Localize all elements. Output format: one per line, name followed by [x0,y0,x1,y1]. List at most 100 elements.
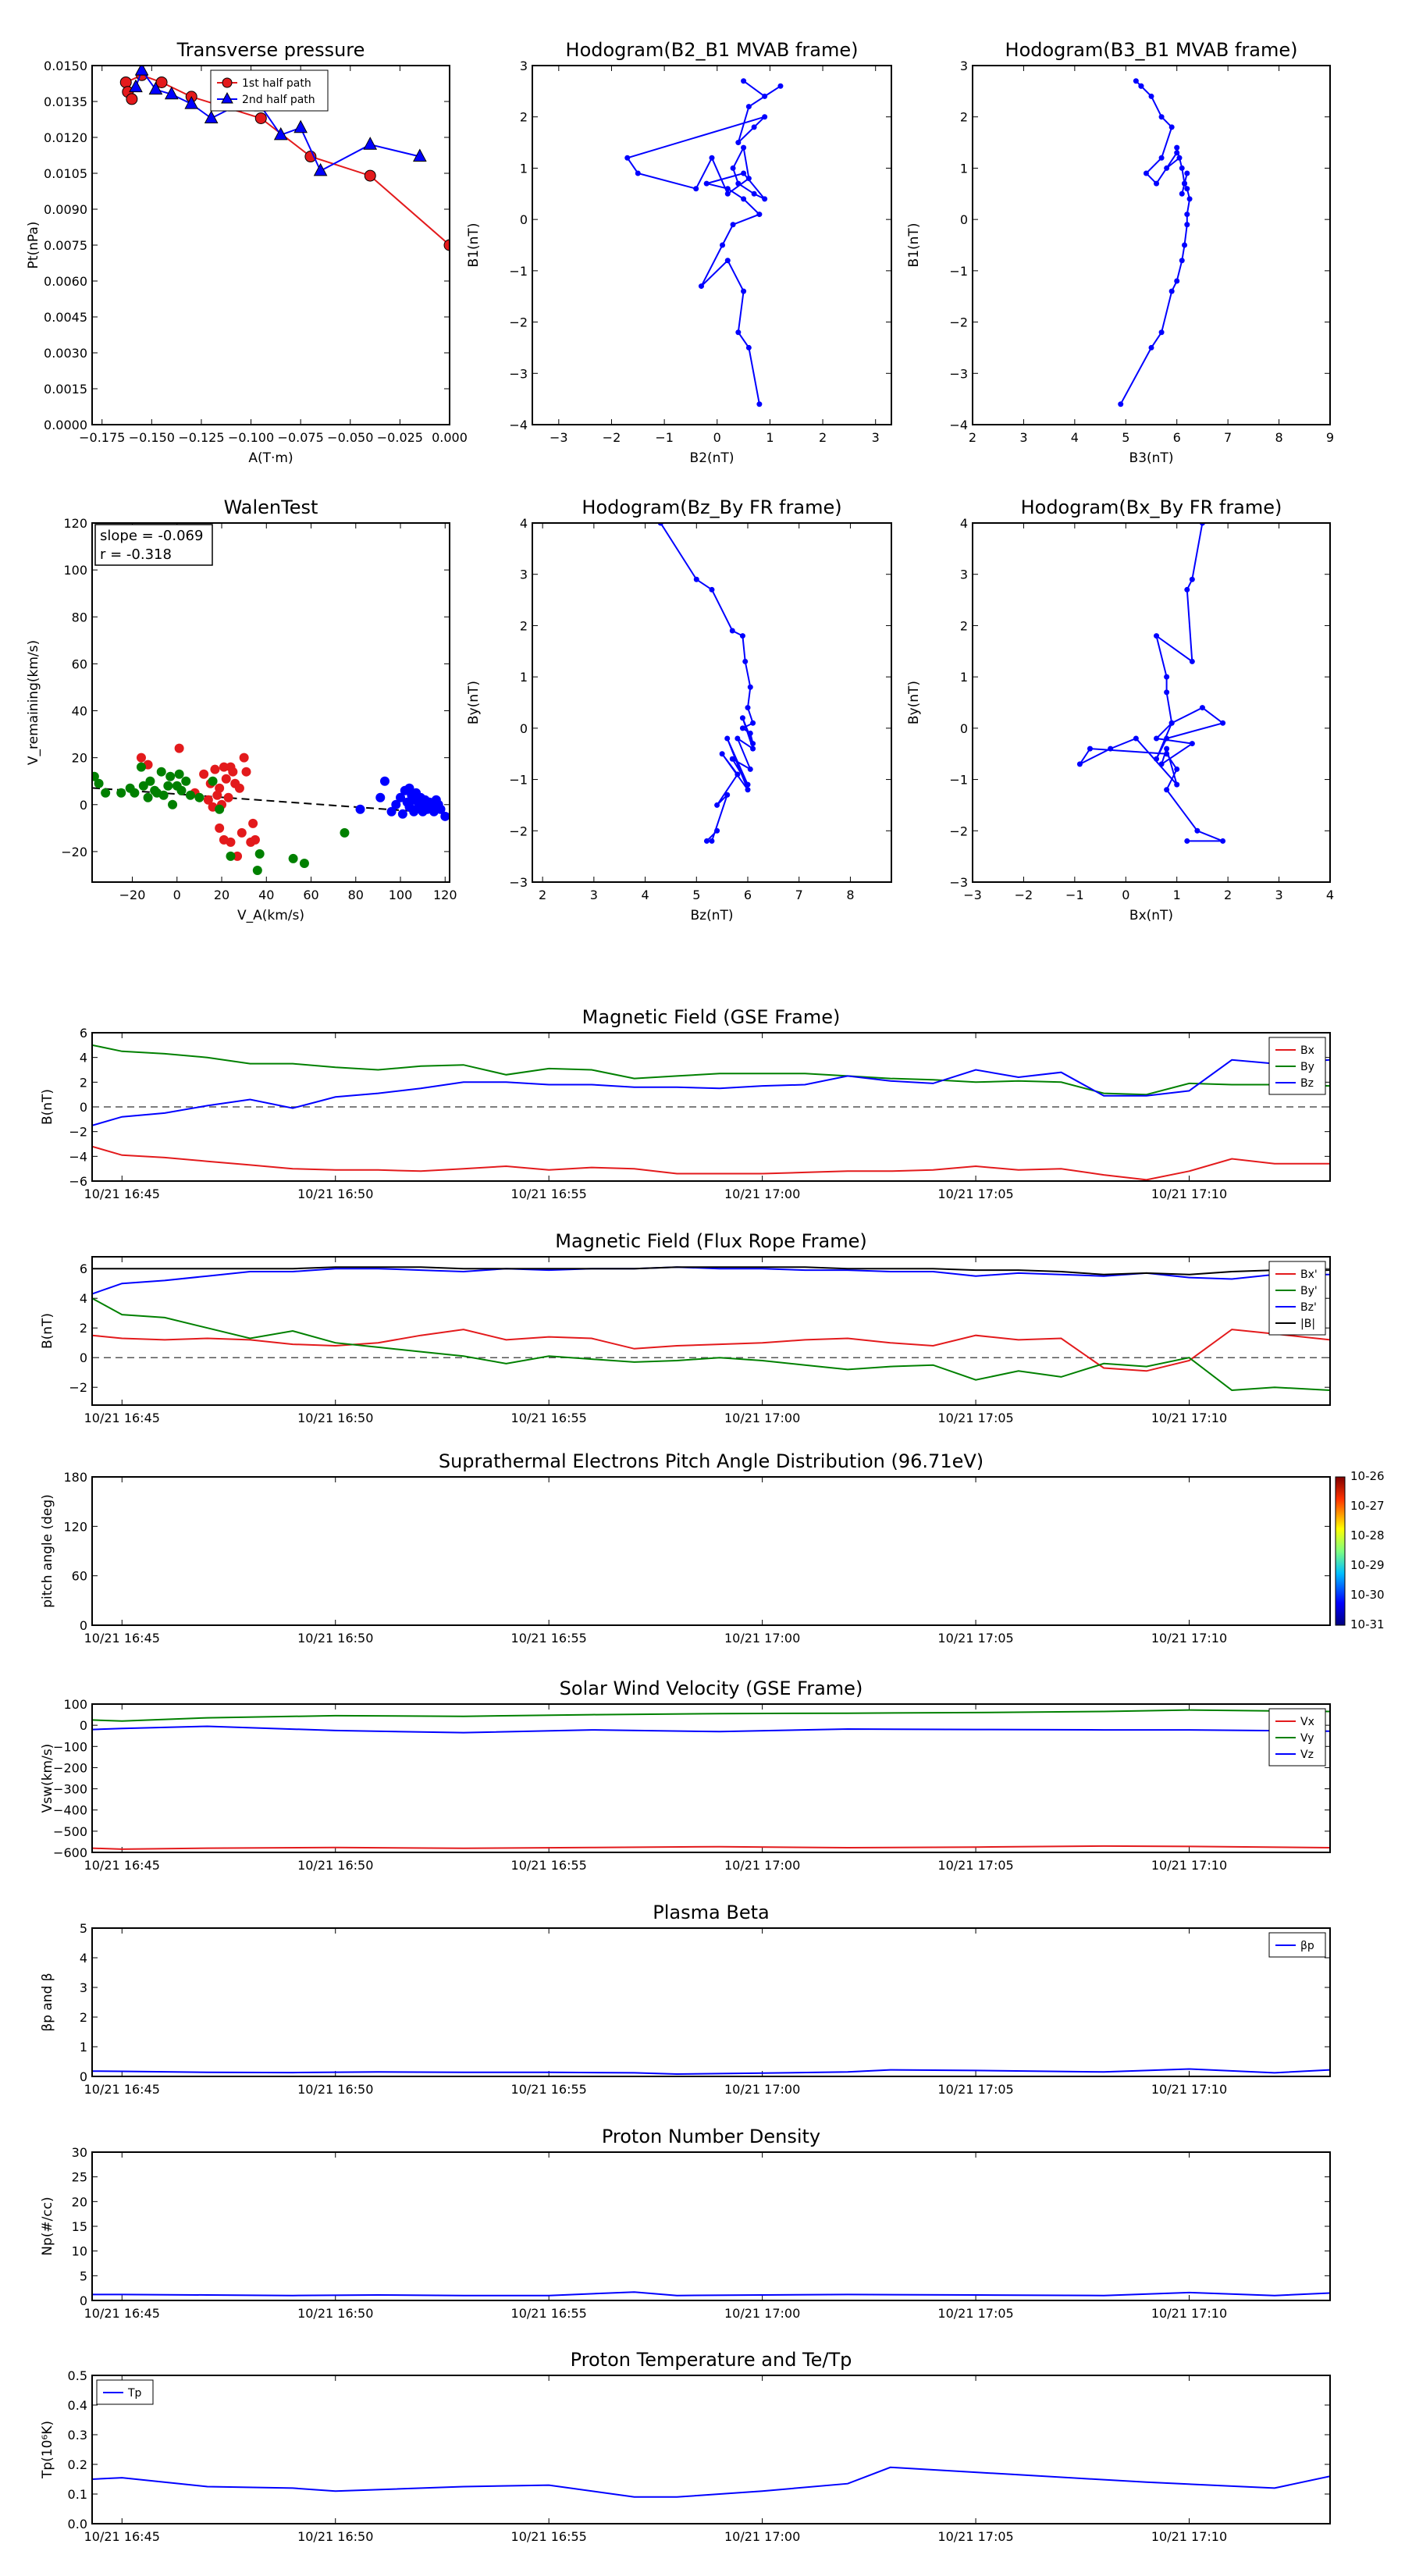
y-tick-label: 5 [80,1921,87,1936]
colorbar-label: 10-31 [1350,1617,1385,1631]
series-marker [1164,689,1170,696]
plot-data [657,523,756,844]
chart-hodogram-bx-by: Hodogram(Bx_By FR frame) −3 −2 −1 0 1 2 3 4 −3 −2 −… [906,496,1334,923]
series-marker [745,705,751,711]
legend: Bx By Bz [1268,1037,1326,1095]
scatter-point [158,790,169,800]
x-tick-label: 3 [872,430,880,445]
y-tick-label: 3 [520,59,528,73]
legend-label: βp [1300,1940,1314,1952]
x-tick-label: −0.025 [377,430,423,445]
series-marker [1164,165,1170,171]
y-tick-label: −200 [53,1760,87,1775]
series-marker [1158,114,1165,120]
series-marker [1174,766,1180,772]
x-tick-label: 7 [1224,430,1232,445]
y-tick-label: 0.0045 [44,310,87,325]
series-marker [1179,190,1185,197]
x-tick-label: 4 [1326,888,1334,902]
legend-label: 1st half path [242,77,311,90]
scatter-point [379,776,389,786]
chart-title: Transverse pressure [176,39,365,61]
y-tick-label: −3 [509,366,528,381]
scatter-point [233,851,243,861]
series-marker [762,114,768,120]
series-marker [119,76,132,88]
series-marker [624,155,631,161]
series-marker [735,180,742,187]
y-tick-label: 25 [72,2170,87,2185]
y-tick-label: 2 [960,110,968,125]
y-tick-label: 15 [72,2219,87,2234]
legend: Bx' By' Bz' |B| [1268,1261,1326,1336]
x-tick-label: 80 [348,888,364,902]
y-tick-label: 3 [960,568,968,582]
series-marker [155,76,168,88]
series-marker [1176,155,1183,161]
scatter-point [156,767,166,777]
legend-label: Bz' [1300,1301,1317,1314]
y-tick-label: 2 [520,110,528,125]
y-tick-label: 2 [520,618,528,633]
x-tick-label: 8 [846,888,854,902]
chart-title: Hodogram(B2_B1 MVAB frame) [566,39,859,61]
scatter-point [355,804,365,814]
series-marker [751,124,757,130]
x-tick-label: −0.050 [327,430,373,445]
y-tick-label: 0.0075 [44,238,87,253]
chart-hodogram-bz-by: Hodogram(Bz_By FR frame) −3 −2 −1 0 1 2 3 4 2 3 4 5 6… [466,496,892,923]
x-tick-label: 0 [1122,888,1129,902]
x-tick-label: 10/21 17:00 [724,2529,800,2544]
y-tick-label: 4 [80,1291,87,1306]
y-tick-label: −1 [949,773,968,788]
scatter-point [375,792,386,802]
y-tick-label: 0.0030 [44,346,87,361]
x-tick-label: 10/21 16:55 [511,2082,587,2097]
series-marker [741,78,747,84]
series-marker [714,827,720,834]
series-marker [126,93,138,105]
x-tick-label: 60 [303,888,318,902]
x-tick-label: 10/21 16:50 [297,2082,373,2097]
y-tick-label: 0.5 [68,2368,87,2383]
plot-frame [91,1703,1331,1853]
series-marker [741,144,747,151]
scatter-point [252,865,262,875]
x-tick-label: 10/21 17:05 [937,1858,1013,1873]
y-tick-label: 5 [80,2268,87,2283]
scatter-point [241,767,251,777]
legend-box [210,69,329,112]
x-tick-label: 10/21 16:50 [297,2306,373,2321]
chart-title: Hodogram(Bx_By FR frame) [1021,496,1282,518]
x-axis-label: V_A(km/s) [237,908,304,923]
plot-data [1076,523,1226,844]
scatter-point [163,781,173,791]
series-marker [273,126,288,141]
y-tick-label: −2 [69,1380,87,1395]
scatter-point [215,823,225,833]
series-marker [709,586,715,592]
series-marker [1108,745,1114,752]
series-marker [364,169,376,182]
scatter-point [215,804,225,814]
x-tick-label: 10/21 16:55 [511,2306,587,2321]
x-tick-label: 2 [969,430,976,445]
y-tick-label: 1 [520,161,528,176]
y-tick-label: −3 [949,366,968,381]
legend: 1st half path 2nd half path [210,69,329,112]
y-tick-label: −2 [949,315,968,330]
chart-magnetic-field-gse: Magnetic Field (GSE Frame) −6 −4 −2 0 2 4 6 10/2… [40,1006,1331,1201]
x-tick-label: 10/21 17:10 [1151,1187,1227,1201]
y-tick-label: −2 [69,1125,87,1140]
chart-title: Magnetic Field (Flux Rope Frame) [555,1230,866,1252]
chart-title: Magnetic Field (GSE Frame) [582,1006,841,1028]
series-marker [1189,658,1195,664]
colorbar-label: 10-29 [1350,1558,1385,1572]
y-tick-label: −4 [69,1149,87,1164]
x-tick-label: 5 [1122,430,1129,445]
series-marker [1184,586,1190,592]
y-tick-label: 0 [80,2069,87,2084]
chart-title: WalenTest [224,496,318,518]
scatter-point [226,837,236,847]
